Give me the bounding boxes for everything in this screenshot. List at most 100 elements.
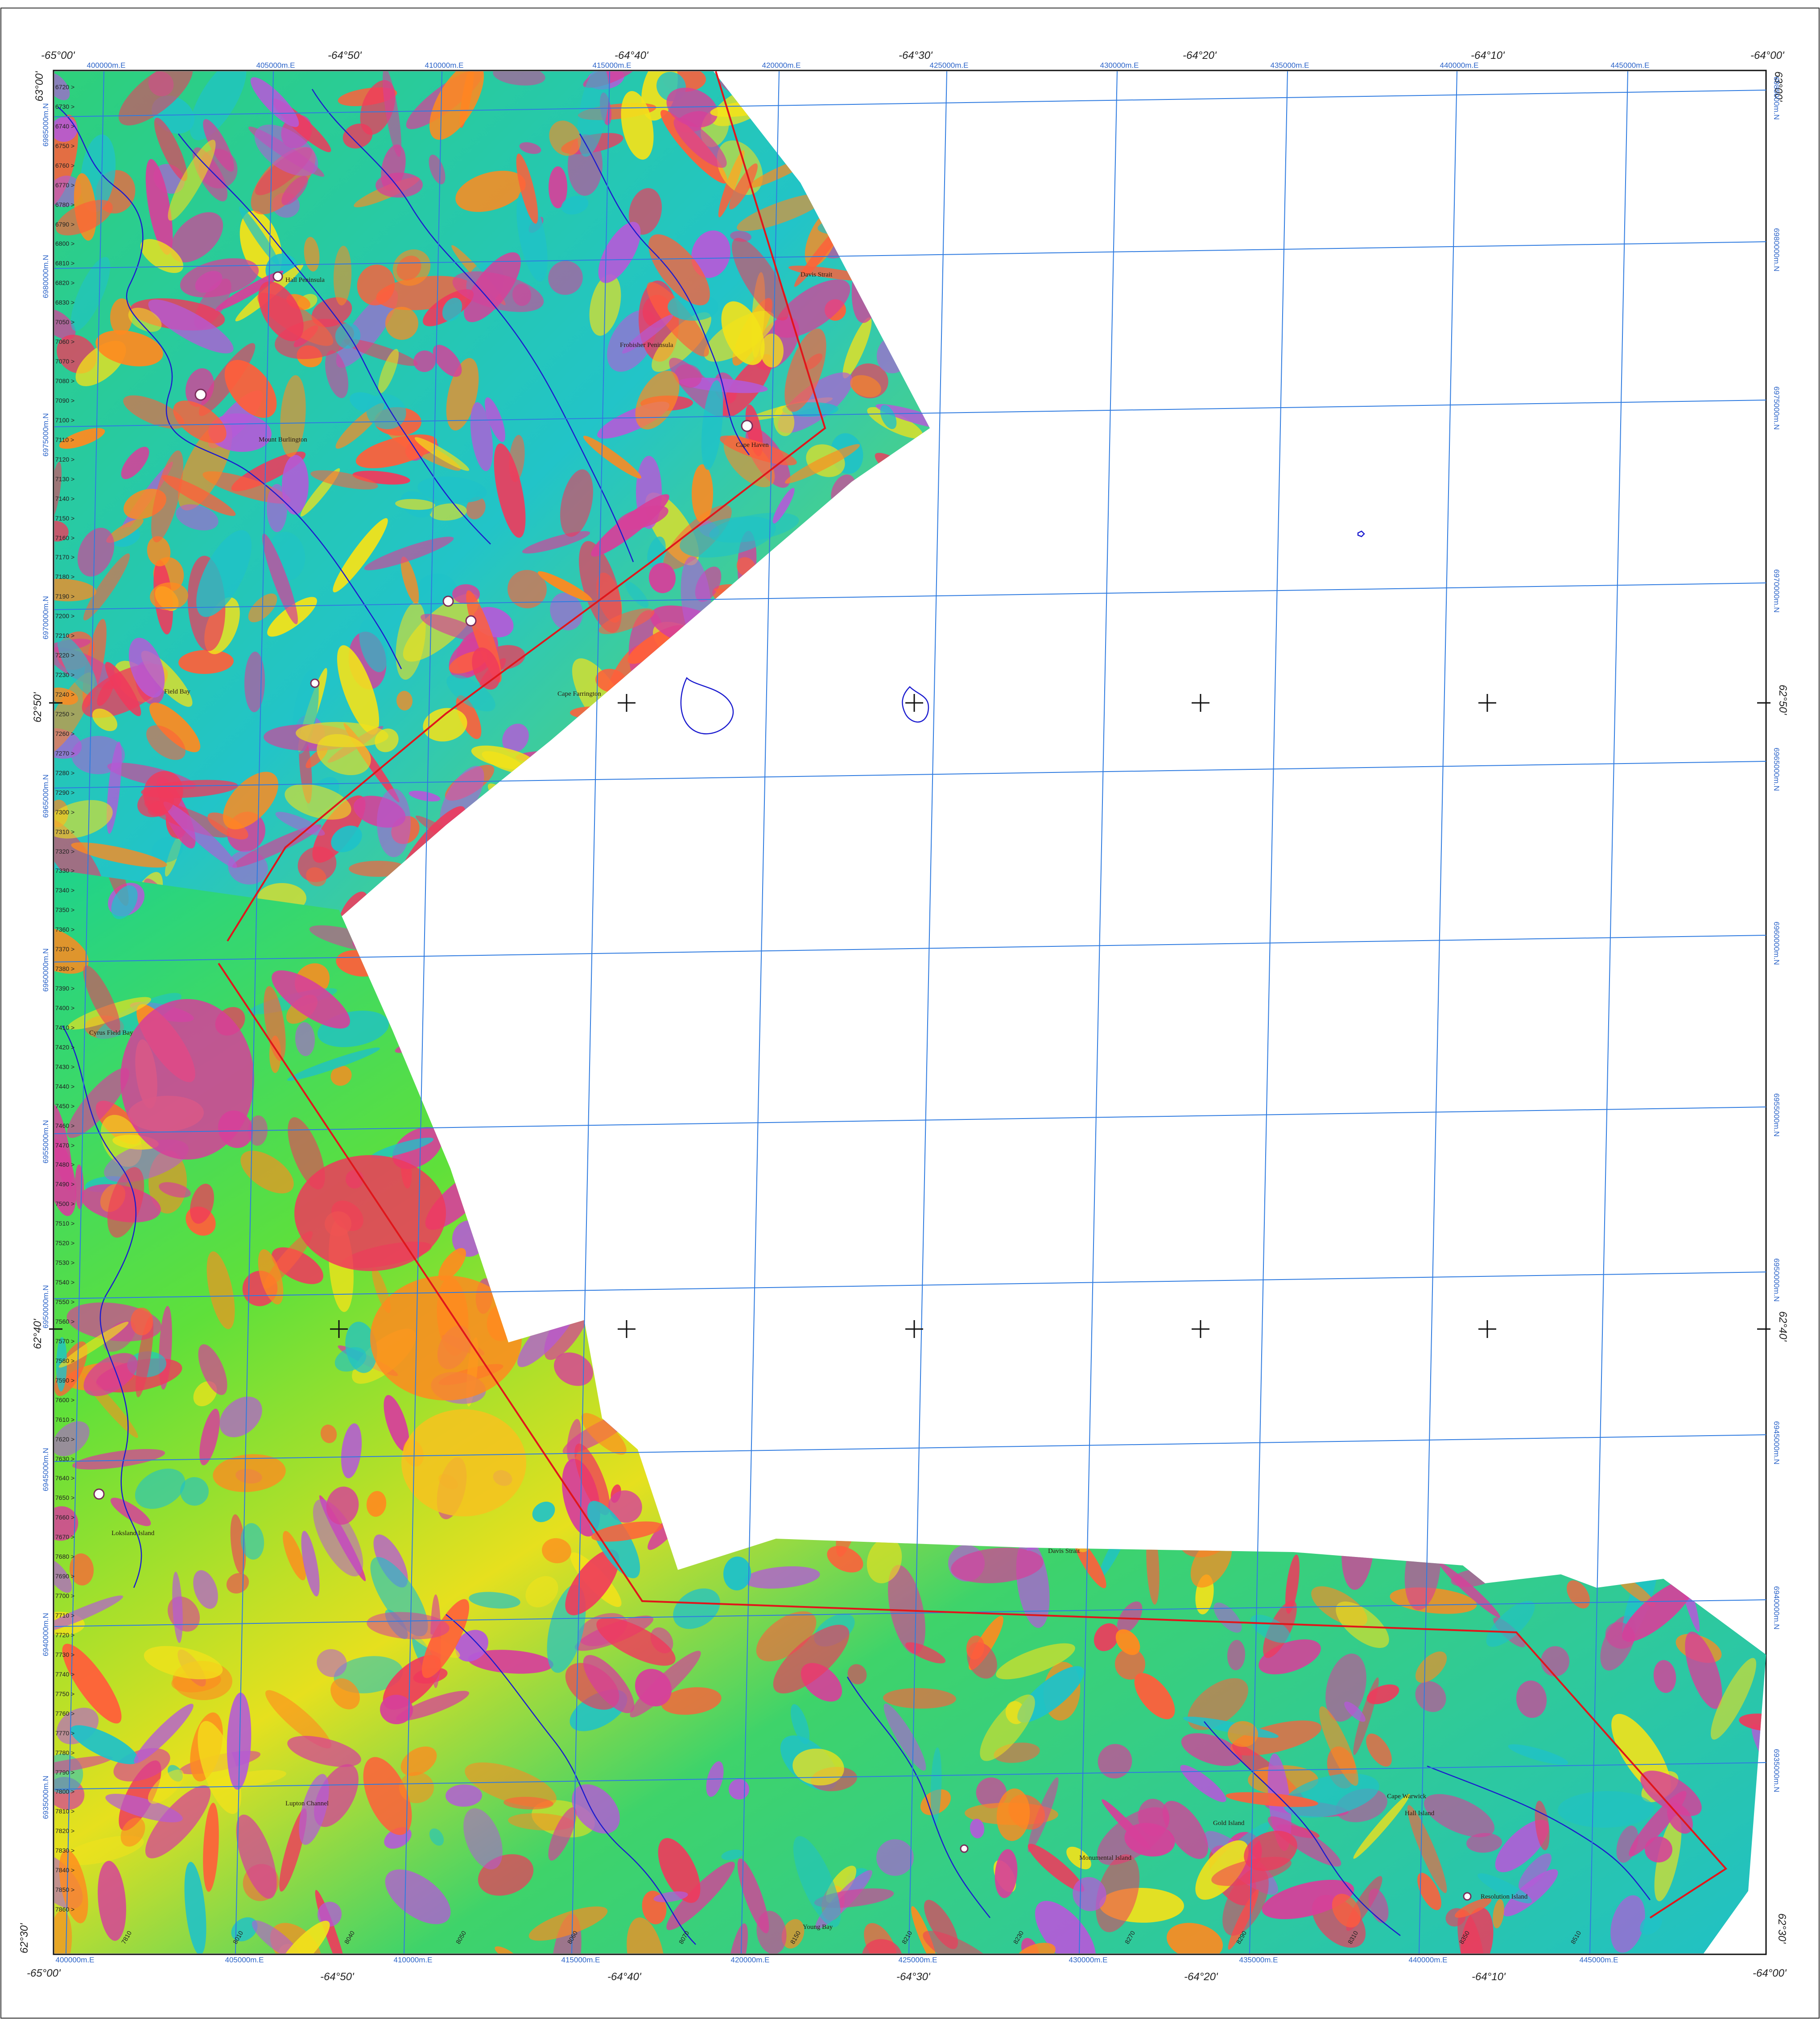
anomaly-shape [987, 1127, 1059, 1156]
anomaly-shape [193, 1570, 218, 1609]
northing-gridline [54, 400, 1766, 427]
anomaly-shape [577, 71, 609, 157]
anomaly-shape [526, 1194, 574, 1254]
lon-label-bottom: -64°50' [320, 1971, 355, 1983]
anomaly-shape [1421, 1250, 1433, 1287]
anomaly-shape [215, 270, 284, 311]
line-label: 7250 > [55, 710, 74, 718]
line-label: 7560 > [55, 1318, 74, 1325]
anomaly-shape [874, 486, 908, 520]
anomaly-shape [1526, 1065, 1573, 1119]
anomaly-shape [1401, 959, 1488, 993]
line-label: 7080 > [55, 377, 74, 384]
anomaly-shape [479, 812, 513, 894]
anomaly-shape [1209, 1457, 1271, 1501]
anomaly-shape [1724, 1301, 1737, 1328]
anomaly-shape [83, 553, 130, 621]
easting-label-top: 405000m.E [256, 61, 295, 70]
anomaly-shape [1122, 1286, 1168, 1372]
anomaly-shape [54, 800, 113, 839]
anomaly-shape [880, 405, 897, 429]
anomaly-shape [481, 937, 521, 958]
anomaly-shape [336, 289, 398, 368]
anomaly-shape [244, 652, 265, 712]
northing-label-left: 6945000m.N [41, 1448, 50, 1491]
northing-gridline [54, 1762, 1766, 1790]
anomaly-shape [54, 1595, 124, 1633]
anomaly-shape [785, 444, 860, 484]
anomaly-shape [850, 1039, 945, 1075]
line-label: 7430 > [55, 1063, 74, 1070]
easting-label-bottom: 420000m.E [731, 1956, 770, 1964]
corner-bottom-right-lat: 62°30' [1776, 1913, 1788, 1944]
anomaly-shape [185, 368, 215, 407]
line-label: 7330 > [55, 867, 74, 874]
anomaly-shape [1730, 1162, 1758, 1193]
anomaly-shape [1473, 1524, 1515, 1563]
anomaly-shape [54, 309, 76, 340]
anomaly-shape [1618, 990, 1687, 1037]
anomaly-shape [815, 1074, 863, 1117]
anomaly-shape [1162, 1044, 1216, 1094]
anomaly-shape [948, 1497, 967, 1510]
line-label: 6790 > [55, 221, 74, 228]
line-label: 7360 > [55, 926, 74, 933]
anomaly-shape [1385, 1095, 1409, 1117]
anomaly-shape [793, 1076, 829, 1119]
anomaly-shape [119, 1760, 161, 1831]
anomaly-shape [927, 899, 967, 946]
anomaly-shape [148, 299, 234, 354]
anomaly-shape [616, 1221, 677, 1250]
anomaly-shape [1628, 1197, 1662, 1289]
anomaly-shape [184, 1862, 206, 1953]
anomaly-shape [628, 1063, 669, 1100]
anomaly-shape [881, 782, 916, 845]
anomaly-shape [695, 1005, 763, 1025]
anomaly-shape [1677, 1553, 1747, 1567]
anomaly-shape [1411, 891, 1462, 972]
anomaly-shape [1366, 1149, 1383, 1191]
line-label: 7850 > [55, 1886, 74, 1893]
anomaly-shape [1171, 870, 1223, 888]
easting-label-top: 410000m.E [425, 61, 464, 70]
anomaly-shape [433, 888, 478, 931]
anomaly-shape [1301, 941, 1338, 973]
anomaly-shape [1253, 1511, 1280, 1542]
anomaly-shape [719, 435, 797, 466]
anomaly-shape [1746, 1389, 1766, 1418]
line-label: 7630 > [55, 1455, 74, 1462]
anomaly-shape [801, 756, 835, 824]
anomaly-shape [1457, 1909, 1485, 1953]
anomaly-shape [675, 942, 715, 985]
easting-label-top: 430000m.E [1100, 61, 1139, 70]
anomaly-shape [325, 350, 348, 398]
anomaly-shape [516, 190, 548, 282]
anomaly-shape [355, 901, 376, 940]
anomaly-shape [312, 795, 366, 863]
easting-label-bottom: 400000m.E [56, 1956, 95, 1964]
anomaly-shape [1493, 1899, 1504, 1928]
anomaly-shape [826, 1424, 899, 1487]
anomaly-shape [414, 437, 470, 471]
anomaly-shape [72, 1449, 165, 1470]
anomaly-shape [876, 1839, 914, 1876]
anomaly-shape [872, 519, 930, 551]
anomaly-shape [1302, 1451, 1366, 1473]
anomaly-shape [1206, 1226, 1240, 1252]
anomaly-shape [1228, 1721, 1258, 1747]
anomaly-shape [1094, 1623, 1119, 1652]
anomaly-shape [70, 257, 111, 331]
anomaly-shape [1346, 1069, 1381, 1107]
anomaly-shape [889, 757, 920, 788]
anomaly-shape [790, 1704, 810, 1744]
easting-labels: 400000m.E 400000m.E 405000m.E 405000m.E 4100… [56, 61, 1650, 1964]
anomaly-shape [903, 987, 933, 1015]
anomaly-shape [469, 1592, 520, 1609]
anomaly-shape [180, 1477, 209, 1506]
anomaly-shape [736, 1338, 761, 1387]
anomaly-shape [537, 571, 593, 602]
easting-label-bottom: 410000m.E [394, 1956, 433, 1964]
anomaly-shape [570, 706, 615, 719]
anomaly-shape [716, 753, 780, 791]
anomaly-shape [850, 375, 881, 397]
